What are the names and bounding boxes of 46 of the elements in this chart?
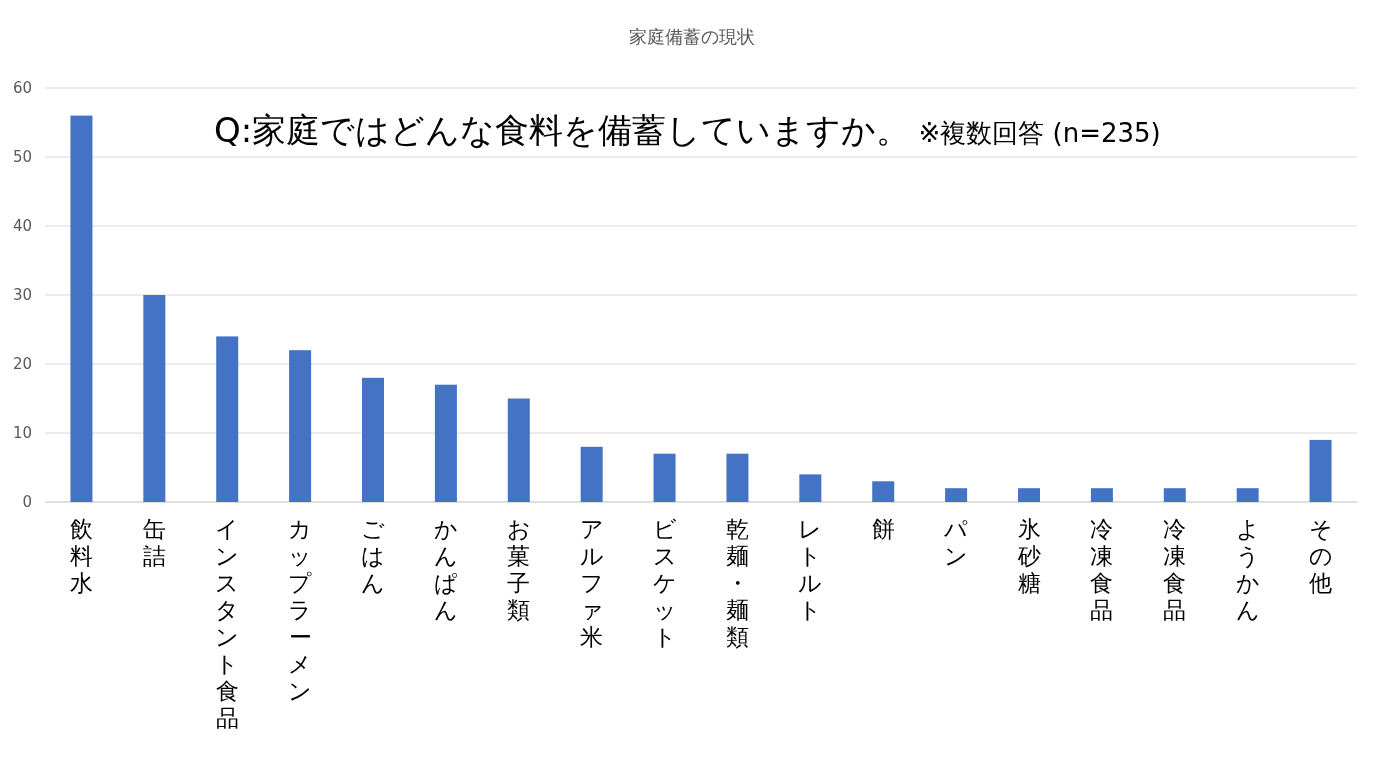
- bar: [1236, 488, 1259, 502]
- bar: [1018, 488, 1040, 502]
- x-tick-label: かんぱん: [433, 516, 458, 623]
- bar: [580, 446, 603, 502]
- x-tick-label: お菓子類: [506, 516, 531, 623]
- bar: [143, 295, 166, 502]
- x-tick-label: 餅: [871, 516, 895, 542]
- y-tick-label: 20: [12, 355, 32, 373]
- bar: [653, 453, 676, 502]
- annotation: Q:家庭ではどんな食料を備蓄していますか。: [214, 110, 911, 150]
- x-tick-label: ビスケット: [652, 516, 677, 650]
- y-tick-label: 50: [12, 148, 32, 166]
- bar: [872, 481, 895, 502]
- bar: [289, 350, 312, 502]
- y-tick-label: 60: [12, 79, 32, 97]
- y-tick-label: 0: [22, 493, 32, 511]
- bar: [726, 453, 749, 502]
- bar: [434, 384, 457, 502]
- bar: [945, 488, 968, 502]
- x-tick-label: 冷凍食品: [1090, 516, 1114, 623]
- y-tick-label: 10: [12, 424, 32, 442]
- x-tick-label: アルファ米: [579, 516, 604, 650]
- bar: [507, 398, 530, 502]
- bar: [1090, 488, 1113, 502]
- x-tick-label: その他: [1308, 516, 1333, 596]
- x-tick-label: インスタント食品: [215, 516, 240, 731]
- y-tick-label: 30: [12, 286, 32, 304]
- x-tick-label: 乾麺・麺類: [725, 516, 749, 650]
- x-tick-label: カップラーメン: [288, 516, 313, 704]
- bar: [216, 336, 239, 502]
- bar: [799, 474, 822, 502]
- bar: [362, 377, 384, 502]
- annotation: ※複数回答 (n=235): [910, 118, 1161, 148]
- x-tick-label: 缶詰: [142, 516, 166, 569]
- bar: [70, 115, 93, 502]
- x-tick-label: パン: [943, 516, 969, 569]
- bar: [1309, 439, 1332, 502]
- x-tick-label: 氷砂糖: [1016, 516, 1041, 596]
- chart-title: 家庭備蓄の現状: [628, 26, 755, 47]
- y-tick-label: 40: [12, 217, 32, 235]
- x-tick-label: レトルト: [798, 516, 823, 623]
- x-tick-label: ごはん: [361, 516, 385, 596]
- x-tick-label: 冷凍食品: [1163, 516, 1187, 623]
- x-tick-label: ようかん: [1235, 516, 1260, 623]
- bar: [1163, 488, 1186, 502]
- x-tick-label: 飲料水: [69, 516, 93, 596]
